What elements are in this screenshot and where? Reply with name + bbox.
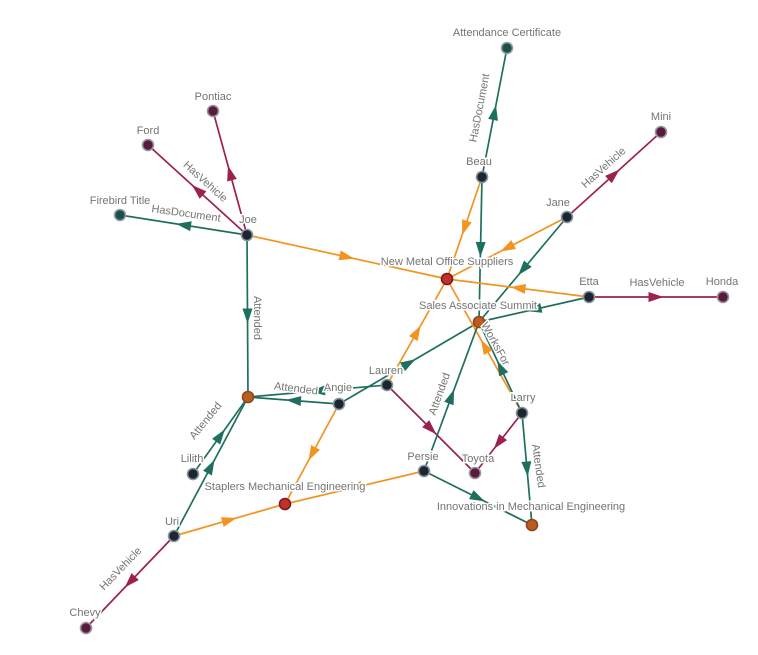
node-chevy[interactable] <box>79 621 93 635</box>
arrowhead-angie-summit <box>400 359 416 372</box>
node-event3[interactable] <box>241 390 255 404</box>
arrowhead-joe-pontiac <box>227 165 237 182</box>
node-pontiac[interactable] <box>206 104 220 118</box>
arrowhead-uri-event3 <box>203 459 215 476</box>
node-label-jane: Jane <box>546 197 570 209</box>
node-label-toyota: Toyota <box>462 453 495 465</box>
node-etta[interactable] <box>582 290 596 304</box>
node-joe[interactable] <box>240 228 254 242</box>
node-label-joe: Joe <box>239 214 257 226</box>
node-summit[interactable] <box>472 315 486 329</box>
edge-label-larry-innov: Attended <box>529 443 547 488</box>
node-staplers[interactable] <box>278 497 292 511</box>
node-larry[interactable] <box>515 406 529 420</box>
node-label-mini: Mini <box>651 111 671 123</box>
arrowhead-persie-innov <box>469 490 485 502</box>
arrowhead-lauren-nmos <box>408 325 421 341</box>
label-layer: HasVehicleHasDocumentAttendedHasDocument… <box>68 25 741 620</box>
node-label-uri: Uri <box>165 516 179 528</box>
arrowhead-lauren-event3 <box>310 385 326 396</box>
node-label-pontiac: Pontiac <box>195 91 232 103</box>
arrowhead-persie-summit <box>444 389 455 406</box>
node-label-staplers: Staplers Mechanical Engineering <box>205 481 366 493</box>
node-nmos[interactable] <box>440 272 454 286</box>
node-label-honda: Honda <box>706 276 739 288</box>
arrowhead-joe-event3 <box>242 308 253 324</box>
node-label-lilith: Lilith <box>181 453 204 465</box>
node-label-firebird: Firebird Title <box>90 195 151 207</box>
arrowhead-joe-firebird <box>176 221 192 232</box>
node-label-innov: Innovations in Mechanical Engineering <box>437 501 625 513</box>
node-label-nmos: New Metal Office Suppliers <box>381 256 514 268</box>
edge-label-uri-chevy: HasVehicle <box>97 545 144 593</box>
node-uri[interactable] <box>167 529 181 543</box>
arrowhead-larry-innov <box>521 461 532 477</box>
arrowhead-persie-staplers <box>347 480 363 491</box>
arrowhead-angie-event3 <box>286 396 302 407</box>
node-ford[interactable] <box>141 138 155 152</box>
node-persie[interactable] <box>417 464 431 478</box>
node-lauren[interactable] <box>380 378 394 392</box>
arrowhead-larry-nmos <box>480 339 493 355</box>
arrowhead-beau-summit <box>475 241 486 257</box>
node-label-persie: Persie <box>407 451 438 463</box>
node-honda[interactable] <box>716 290 730 304</box>
arrowhead-lauren-toyota <box>422 420 437 435</box>
node-label-beau: Beau <box>466 156 492 168</box>
arrowhead-larry-summit <box>497 360 509 377</box>
arrowhead-etta-honda <box>648 292 664 302</box>
node-label-chevy: Chevy <box>69 607 101 619</box>
edge-label-etta-honda: HasVehicle <box>629 277 684 289</box>
node-att_cert[interactable] <box>500 41 514 55</box>
node-angie[interactable] <box>332 397 346 411</box>
arrowhead-uri-staplers <box>220 517 237 527</box>
node-mini[interactable] <box>654 125 668 139</box>
arrowhead-jane-summit <box>518 260 532 276</box>
node-label-larry: Larry <box>510 392 536 404</box>
node-jane[interactable] <box>560 210 574 224</box>
node-layer <box>79 41 730 635</box>
arrowhead-etta-summit <box>526 302 543 313</box>
node-firebird[interactable] <box>113 208 127 222</box>
node-lilith[interactable] <box>186 467 200 481</box>
arrowhead-joe-ford <box>191 184 207 199</box>
node-beau[interactable] <box>475 170 489 184</box>
arrowhead-joe-nmos <box>338 250 355 261</box>
edge-label-joe-event3: Attended <box>251 296 263 340</box>
arrow-layer <box>124 105 664 588</box>
node-label-etta: Etta <box>579 276 599 288</box>
edge-layer <box>85 47 723 629</box>
arrowhead-jane-nmos <box>500 240 516 252</box>
arrowhead-uri-chevy <box>124 573 139 588</box>
arrowhead-angie-staplers <box>308 445 320 461</box>
node-label-summit: Sales Associate Summit <box>419 300 537 312</box>
arrowhead-beau-att_cert <box>488 105 498 121</box>
node-label-lauren: Lauren <box>369 365 403 377</box>
node-label-angie: Angie <box>324 382 352 394</box>
node-label-ford: Ford <box>137 125 160 137</box>
edge-label-persie-summit: Attended <box>427 371 453 416</box>
node-innov[interactable] <box>525 518 539 532</box>
arrowhead-lilith-event3 <box>212 429 225 445</box>
node-toyota[interactable] <box>468 466 482 480</box>
arrowhead-larry-toyota <box>493 434 508 449</box>
node-label-att_cert: Attendance Certificate <box>453 27 561 39</box>
edge-label-beau-att_cert: HasDocument <box>467 73 492 144</box>
arrowhead-jane-mini <box>605 169 620 184</box>
arrowhead-beau-nmos <box>462 219 472 236</box>
arrowhead-etta-nmos <box>510 283 527 294</box>
